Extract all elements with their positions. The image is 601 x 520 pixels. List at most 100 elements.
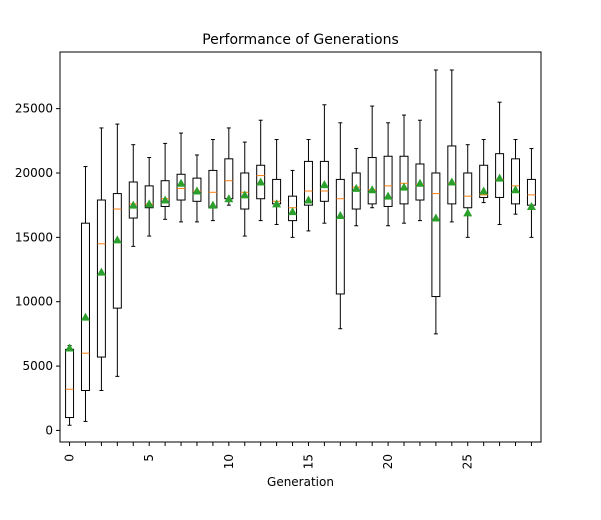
- box-generation-25: [463, 144, 473, 238]
- mean-marker: [463, 208, 473, 217]
- box-generation-24: [447, 69, 457, 223]
- box-generation-29: [526, 148, 536, 238]
- box-iqr: [495, 153, 505, 198]
- box-generation-15: [303, 139, 313, 232]
- box-generation-2: [96, 127, 106, 392]
- box-generation-7: [176, 132, 186, 223]
- mean-marker: [256, 177, 266, 186]
- y-tick-label: 5000: [22, 359, 53, 373]
- mean-marker: [240, 190, 250, 199]
- mean-marker: [415, 178, 425, 187]
- box-iqr: [112, 193, 122, 309]
- box-iqr: [479, 164, 489, 198]
- mean-marker: [80, 312, 90, 321]
- mean-marker: [112, 235, 122, 244]
- x-tick-label: 15: [301, 454, 315, 469]
- x-axis-label: Generation: [267, 475, 334, 489]
- mean-marker: [144, 199, 154, 208]
- mean-marker: [399, 182, 409, 191]
- box-iqr: [192, 177, 202, 202]
- plot-frame: [59, 51, 542, 443]
- box-iqr: [399, 155, 409, 205]
- box-generation-28: [511, 139, 521, 215]
- box-generation-12: [256, 119, 266, 222]
- box-generation-21: [399, 114, 409, 224]
- box-iqr: [288, 195, 298, 222]
- box-generation-20: [383, 122, 393, 227]
- box-iqr: [319, 160, 329, 202]
- box-generation-16: [319, 104, 329, 224]
- box-iqr: [240, 172, 250, 210]
- box-generation-0: [65, 343, 75, 426]
- y-tick-label: 0: [45, 423, 53, 437]
- box-generation-22: [415, 119, 425, 222]
- mean-marker: [128, 200, 138, 209]
- mean-marker: [192, 186, 202, 195]
- box-generation-3: [112, 123, 122, 377]
- box-generation-27: [495, 101, 505, 225]
- x-tick-label: 25: [461, 454, 475, 469]
- mean-marker: [351, 183, 361, 192]
- mean-marker: [431, 213, 441, 222]
- y-tick-label: 20000: [15, 166, 53, 180]
- box-generation-6: [160, 142, 170, 220]
- box-generation-13: [272, 139, 282, 225]
- mean-marker: [96, 267, 106, 276]
- box-generation-11: [240, 141, 250, 237]
- x-tick-label: 10: [222, 454, 236, 469]
- box-iqr: [144, 185, 154, 209]
- mean-marker: [272, 199, 282, 208]
- box-iqr: [351, 172, 361, 210]
- boxes-layer: [65, 69, 536, 426]
- y-tick-label: 25000: [15, 102, 53, 116]
- box-iqr: [128, 181, 138, 219]
- box-generation-4: [128, 144, 138, 247]
- box-generation-23: [431, 69, 441, 335]
- box-generation-5: [144, 157, 154, 237]
- y-tick-label: 10000: [15, 295, 53, 309]
- mean-marker: [224, 194, 234, 203]
- box-iqr: [335, 178, 345, 295]
- mean-marker: [288, 207, 298, 216]
- box-iqr: [96, 199, 106, 358]
- box-iqr: [511, 158, 520, 205]
- box-generation-18: [351, 148, 361, 227]
- mean-marker: [367, 185, 377, 194]
- y-axis: 0 5000 10000 15000 20000 25000: [15, 102, 60, 437]
- mean-marker: [319, 180, 329, 189]
- box-iqr: [256, 164, 266, 200]
- box-generation-9: [208, 139, 218, 222]
- box-generation-8: [192, 154, 202, 223]
- mean-marker: [447, 177, 457, 186]
- mean-marker: [495, 173, 505, 182]
- box-iqr: [431, 172, 441, 298]
- x-tick-label: 5: [142, 454, 156, 462]
- box-generation-19: [367, 105, 377, 209]
- y-tick-label: 15000: [15, 230, 53, 244]
- mean-marker: [526, 201, 536, 210]
- mean-marker: [511, 185, 521, 194]
- mean-marker: [383, 191, 393, 200]
- box-generation-10: [224, 127, 234, 206]
- mean-marker: [65, 343, 75, 352]
- box-iqr: [447, 145, 457, 205]
- box-iqr: [176, 173, 186, 201]
- mean-marker: [303, 195, 313, 204]
- box-generation-17: [335, 122, 345, 330]
- chart-title: Performance of Generations: [202, 32, 399, 48]
- x-tick-label: 0: [63, 454, 77, 462]
- mean-marker: [479, 186, 489, 195]
- box-iqr: [383, 155, 393, 207]
- box-generation-1: [80, 166, 90, 422]
- box-iqr: [415, 163, 425, 201]
- mean-marker: [160, 195, 170, 204]
- x-tick-label: 20: [381, 454, 395, 469]
- mean-marker: [335, 210, 345, 219]
- box-generation-26: [479, 139, 489, 204]
- mean-marker: [208, 200, 218, 209]
- box-iqr: [303, 160, 313, 206]
- box-iqr: [367, 157, 377, 205]
- box-iqr: [81, 222, 90, 392]
